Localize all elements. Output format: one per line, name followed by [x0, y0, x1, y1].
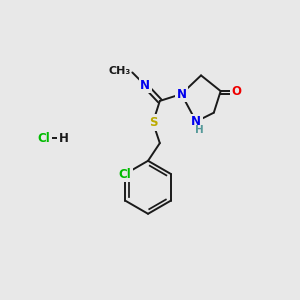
Text: H: H [59, 132, 69, 145]
Text: Cl: Cl [119, 167, 131, 181]
Text: H: H [195, 125, 203, 135]
Text: N: N [191, 115, 201, 128]
Text: CH₃: CH₃ [108, 67, 130, 76]
Text: O: O [231, 85, 242, 98]
Text: N: N [140, 79, 150, 92]
Text: N: N [176, 88, 186, 100]
Text: S: S [149, 116, 157, 129]
Text: Cl: Cl [38, 132, 50, 145]
